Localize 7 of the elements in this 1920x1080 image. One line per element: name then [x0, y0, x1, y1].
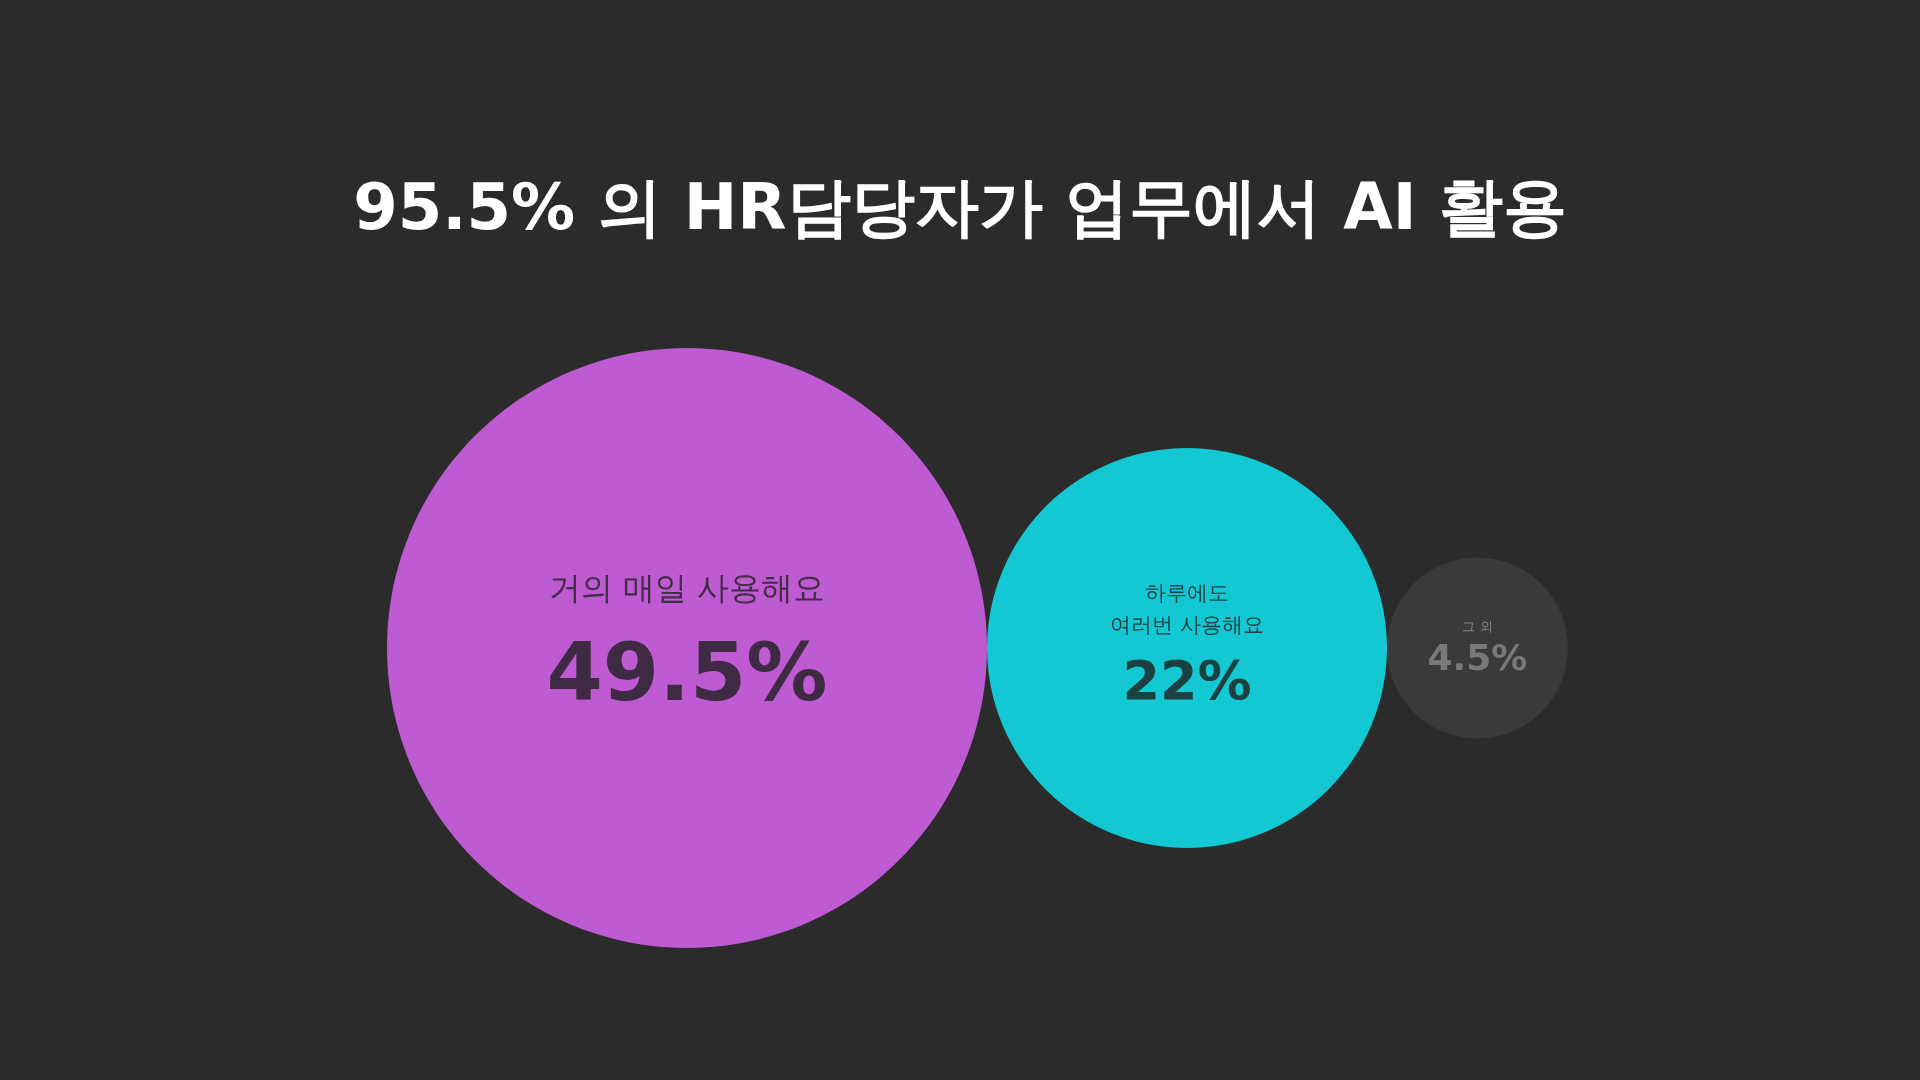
- text: 95.5% 의 HR담당자가 업무에서 AI 활용: [353, 170, 1567, 244]
- category-label: 그 외: [1462, 618, 1493, 634]
- data-label: 49.5%: [546, 625, 828, 719]
- category-label: 하루에도 여러번 사용해요: [1110, 579, 1264, 637]
- data-label: 22%: [1122, 648, 1252, 712]
- category-label: 거의 매일 사용해요: [548, 569, 826, 607]
- data-label: 4.5%: [1427, 636, 1528, 678]
